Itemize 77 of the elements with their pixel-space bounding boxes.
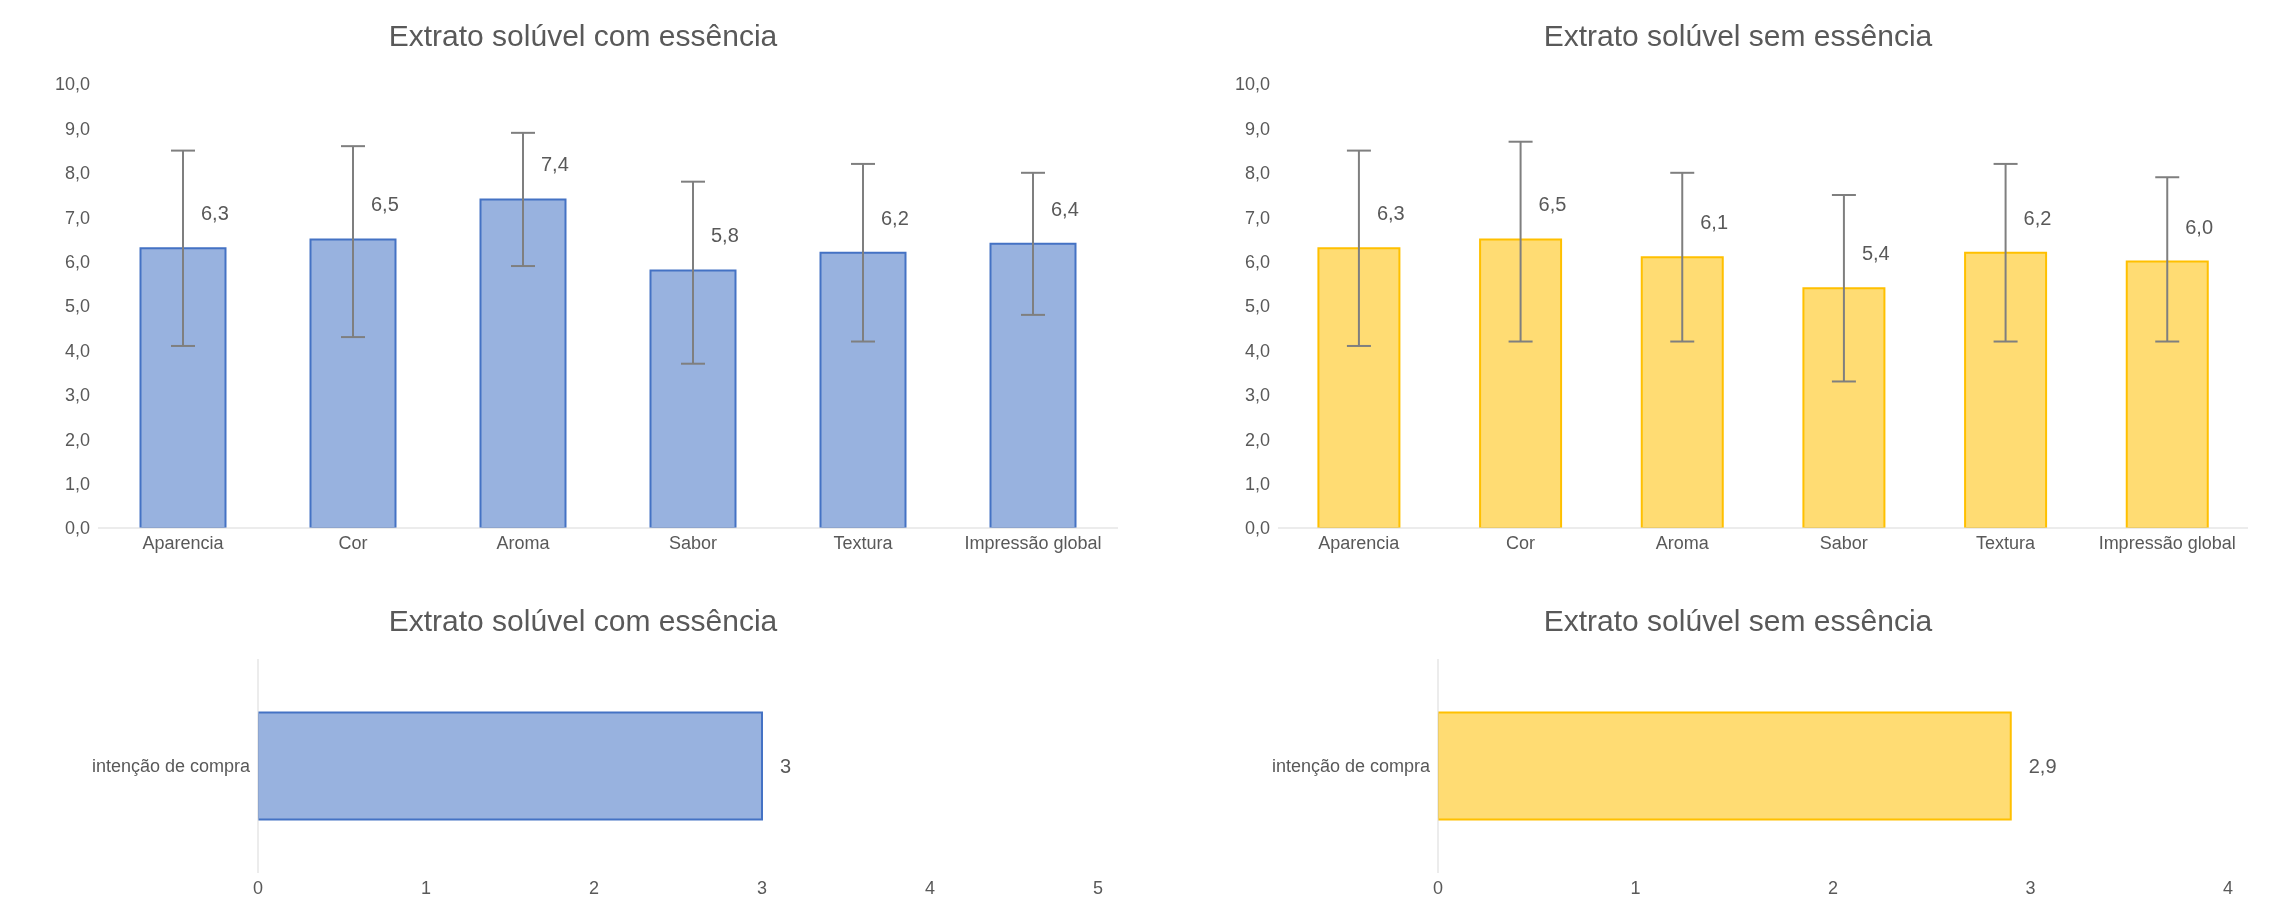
y-tick-label: 10,0 (1234, 74, 1270, 95)
x-tick-label: Aparencia (1318, 532, 1401, 553)
x-tick-label: Sabor (1819, 532, 1868, 553)
data-label: 6,2 (881, 206, 909, 229)
data-label: 6,5 (1538, 193, 1567, 216)
data-label: 6,0 (2185, 215, 2214, 238)
data-label: 6,1 (1700, 211, 1729, 234)
y-tick-label: 5,0 (64, 296, 90, 317)
x-tick-label: Aroma (1655, 532, 1710, 553)
y-tick-label: 9,0 (1244, 118, 1270, 139)
bar (1479, 238, 1563, 528)
bar (1802, 287, 1886, 528)
data-label: 5,8 (711, 224, 739, 247)
y-tick-label: 3,0 (1244, 385, 1270, 406)
y-tick-label: 6,0 (64, 251, 90, 272)
x-tick-label: Textura (833, 532, 894, 553)
x-tick-label: 1 (420, 877, 432, 898)
y-tick-label: 1,0 (1244, 473, 1270, 494)
x-tick-label: Impressão global (2098, 532, 2236, 553)
bar (139, 247, 227, 528)
data-label: 2,9 (2028, 755, 2057, 777)
bar (1317, 247, 1401, 528)
x-tick-label: 3 (756, 877, 768, 898)
x-tick-label: Aroma (496, 532, 551, 553)
x-tick-label: Sabor (668, 532, 718, 553)
x-tick-label: Impressão global (964, 532, 1102, 553)
y-tick-label: intenção de compra (91, 756, 251, 777)
data-label: 5,4 (1861, 242, 1890, 265)
y-tick-label: 8,0 (1244, 163, 1270, 184)
x-tick-label: 4 (2222, 877, 2234, 898)
y-tick-label: 7,0 (1244, 207, 1270, 228)
chart-title: Extrato solúvel com essência (387, 18, 779, 54)
bar (1640, 256, 1724, 528)
chart-title: Extrato solúvel sem essência (1542, 603, 1934, 639)
y-tick-label: 7,0 (64, 207, 90, 228)
chart-title: Extrato solúvel com essência (387, 603, 779, 639)
data-label: 6,3 (1376, 202, 1405, 225)
x-tick-label: Aparencia (142, 532, 225, 553)
y-tick-label: 9,0 (64, 118, 90, 139)
y-tick-label: 3,0 (64, 385, 90, 406)
x-tick-label: 2 (588, 877, 600, 898)
y-tick-label: 4,0 (1244, 340, 1270, 361)
x-tick-label: 2 (1827, 877, 1839, 898)
y-tick-label: 2,0 (64, 429, 90, 450)
x-tick-label: Textura (1975, 532, 2036, 553)
y-tick-label: 4,0 (64, 340, 90, 361)
data-label: 3 (780, 755, 792, 777)
y-tick-label: 8,0 (64, 163, 90, 184)
x-tick-label: 3 (2025, 877, 2036, 898)
bar (309, 238, 397, 528)
bar (649, 269, 737, 528)
bar (479, 198, 567, 528)
data-label: 7,4 (541, 153, 569, 176)
y-tick-label: 1,0 (64, 473, 90, 494)
chart-title: Extrato solúvel sem essência (1542, 18, 1934, 54)
x-tick-label: 1 (1630, 877, 1641, 898)
x-tick-label: Cor (338, 532, 368, 553)
bar (819, 251, 907, 528)
bar (2125, 260, 2209, 528)
x-tick-label: 0 (1432, 877, 1444, 898)
y-tick-label: intenção de compra (1271, 756, 1431, 777)
x-tick-label: Cor (1505, 532, 1536, 553)
x-tick-label: 5 (1092, 877, 1104, 898)
data-label: 6,5 (371, 193, 399, 216)
bar (989, 242, 1077, 528)
y-tick-label: 6,0 (1244, 251, 1270, 272)
y-tick-label: 10,0 (54, 74, 90, 95)
data-label: 6,3 (201, 202, 229, 225)
x-tick-label: 0 (252, 877, 264, 898)
x-tick-label: 4 (924, 877, 936, 898)
data-label: 6,4 (1051, 197, 1079, 220)
y-tick-label: 5,0 (1244, 296, 1270, 317)
y-tick-label: 0,0 (64, 518, 90, 539)
y-tick-label: 2,0 (1244, 429, 1270, 450)
bar (1964, 251, 2048, 528)
y-tick-label: 0,0 (1244, 518, 1270, 539)
data-label: 6,2 (2023, 206, 2052, 229)
